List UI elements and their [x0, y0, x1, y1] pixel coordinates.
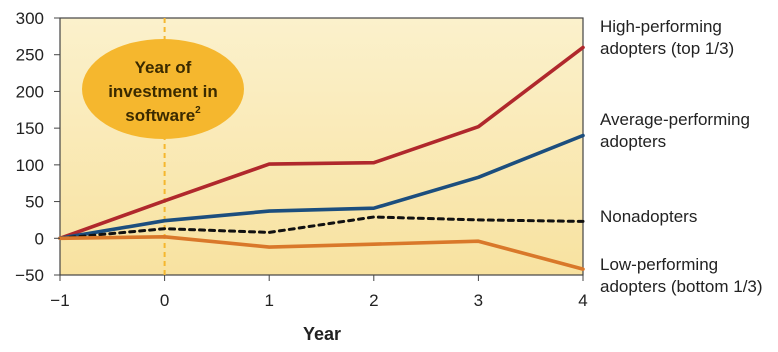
- x-tick-label: 3: [474, 291, 483, 310]
- series-line-1: [58, 45, 585, 241]
- x-tick-label: −1: [50, 291, 69, 310]
- y-tick-label: 0: [35, 229, 44, 248]
- series-label-2: adopters: [600, 132, 666, 151]
- callout-text-line: Year of: [135, 58, 192, 77]
- series-line-4: [58, 235, 585, 271]
- callout-footnote-marker: 2: [195, 105, 201, 116]
- x-tick-label: 1: [264, 291, 273, 310]
- x-tick-label: 0: [160, 291, 169, 310]
- series-line-2: [58, 133, 585, 241]
- y-tick-label: 300: [16, 9, 44, 28]
- y-tick-label: 250: [16, 46, 44, 65]
- callout-text-line: investment in: [108, 82, 218, 101]
- x-tick-label: 2: [369, 291, 378, 310]
- series-label-1: adopters (top 1/3): [600, 39, 734, 58]
- callout-text-line: software2: [125, 105, 201, 125]
- investment-callout: [82, 39, 244, 139]
- series-label-2: Average-performing: [600, 110, 750, 129]
- y-tick-label: −50: [15, 266, 44, 285]
- series-label-4: adopters (bottom 1/3): [600, 277, 763, 296]
- x-tick-label: 4: [578, 291, 587, 310]
- series-line-3: [58, 215, 585, 240]
- x-axis-label: Year: [303, 324, 341, 344]
- series-label-4: Low-performing: [600, 255, 718, 274]
- y-tick-label: 100: [16, 156, 44, 175]
- y-tick-label: 200: [16, 82, 44, 101]
- series-label-1: High-performing: [600, 17, 722, 36]
- series-label-3: Nonadopters: [600, 207, 697, 226]
- y-tick-label: 150: [16, 119, 44, 138]
- y-tick-label: 50: [25, 193, 44, 212]
